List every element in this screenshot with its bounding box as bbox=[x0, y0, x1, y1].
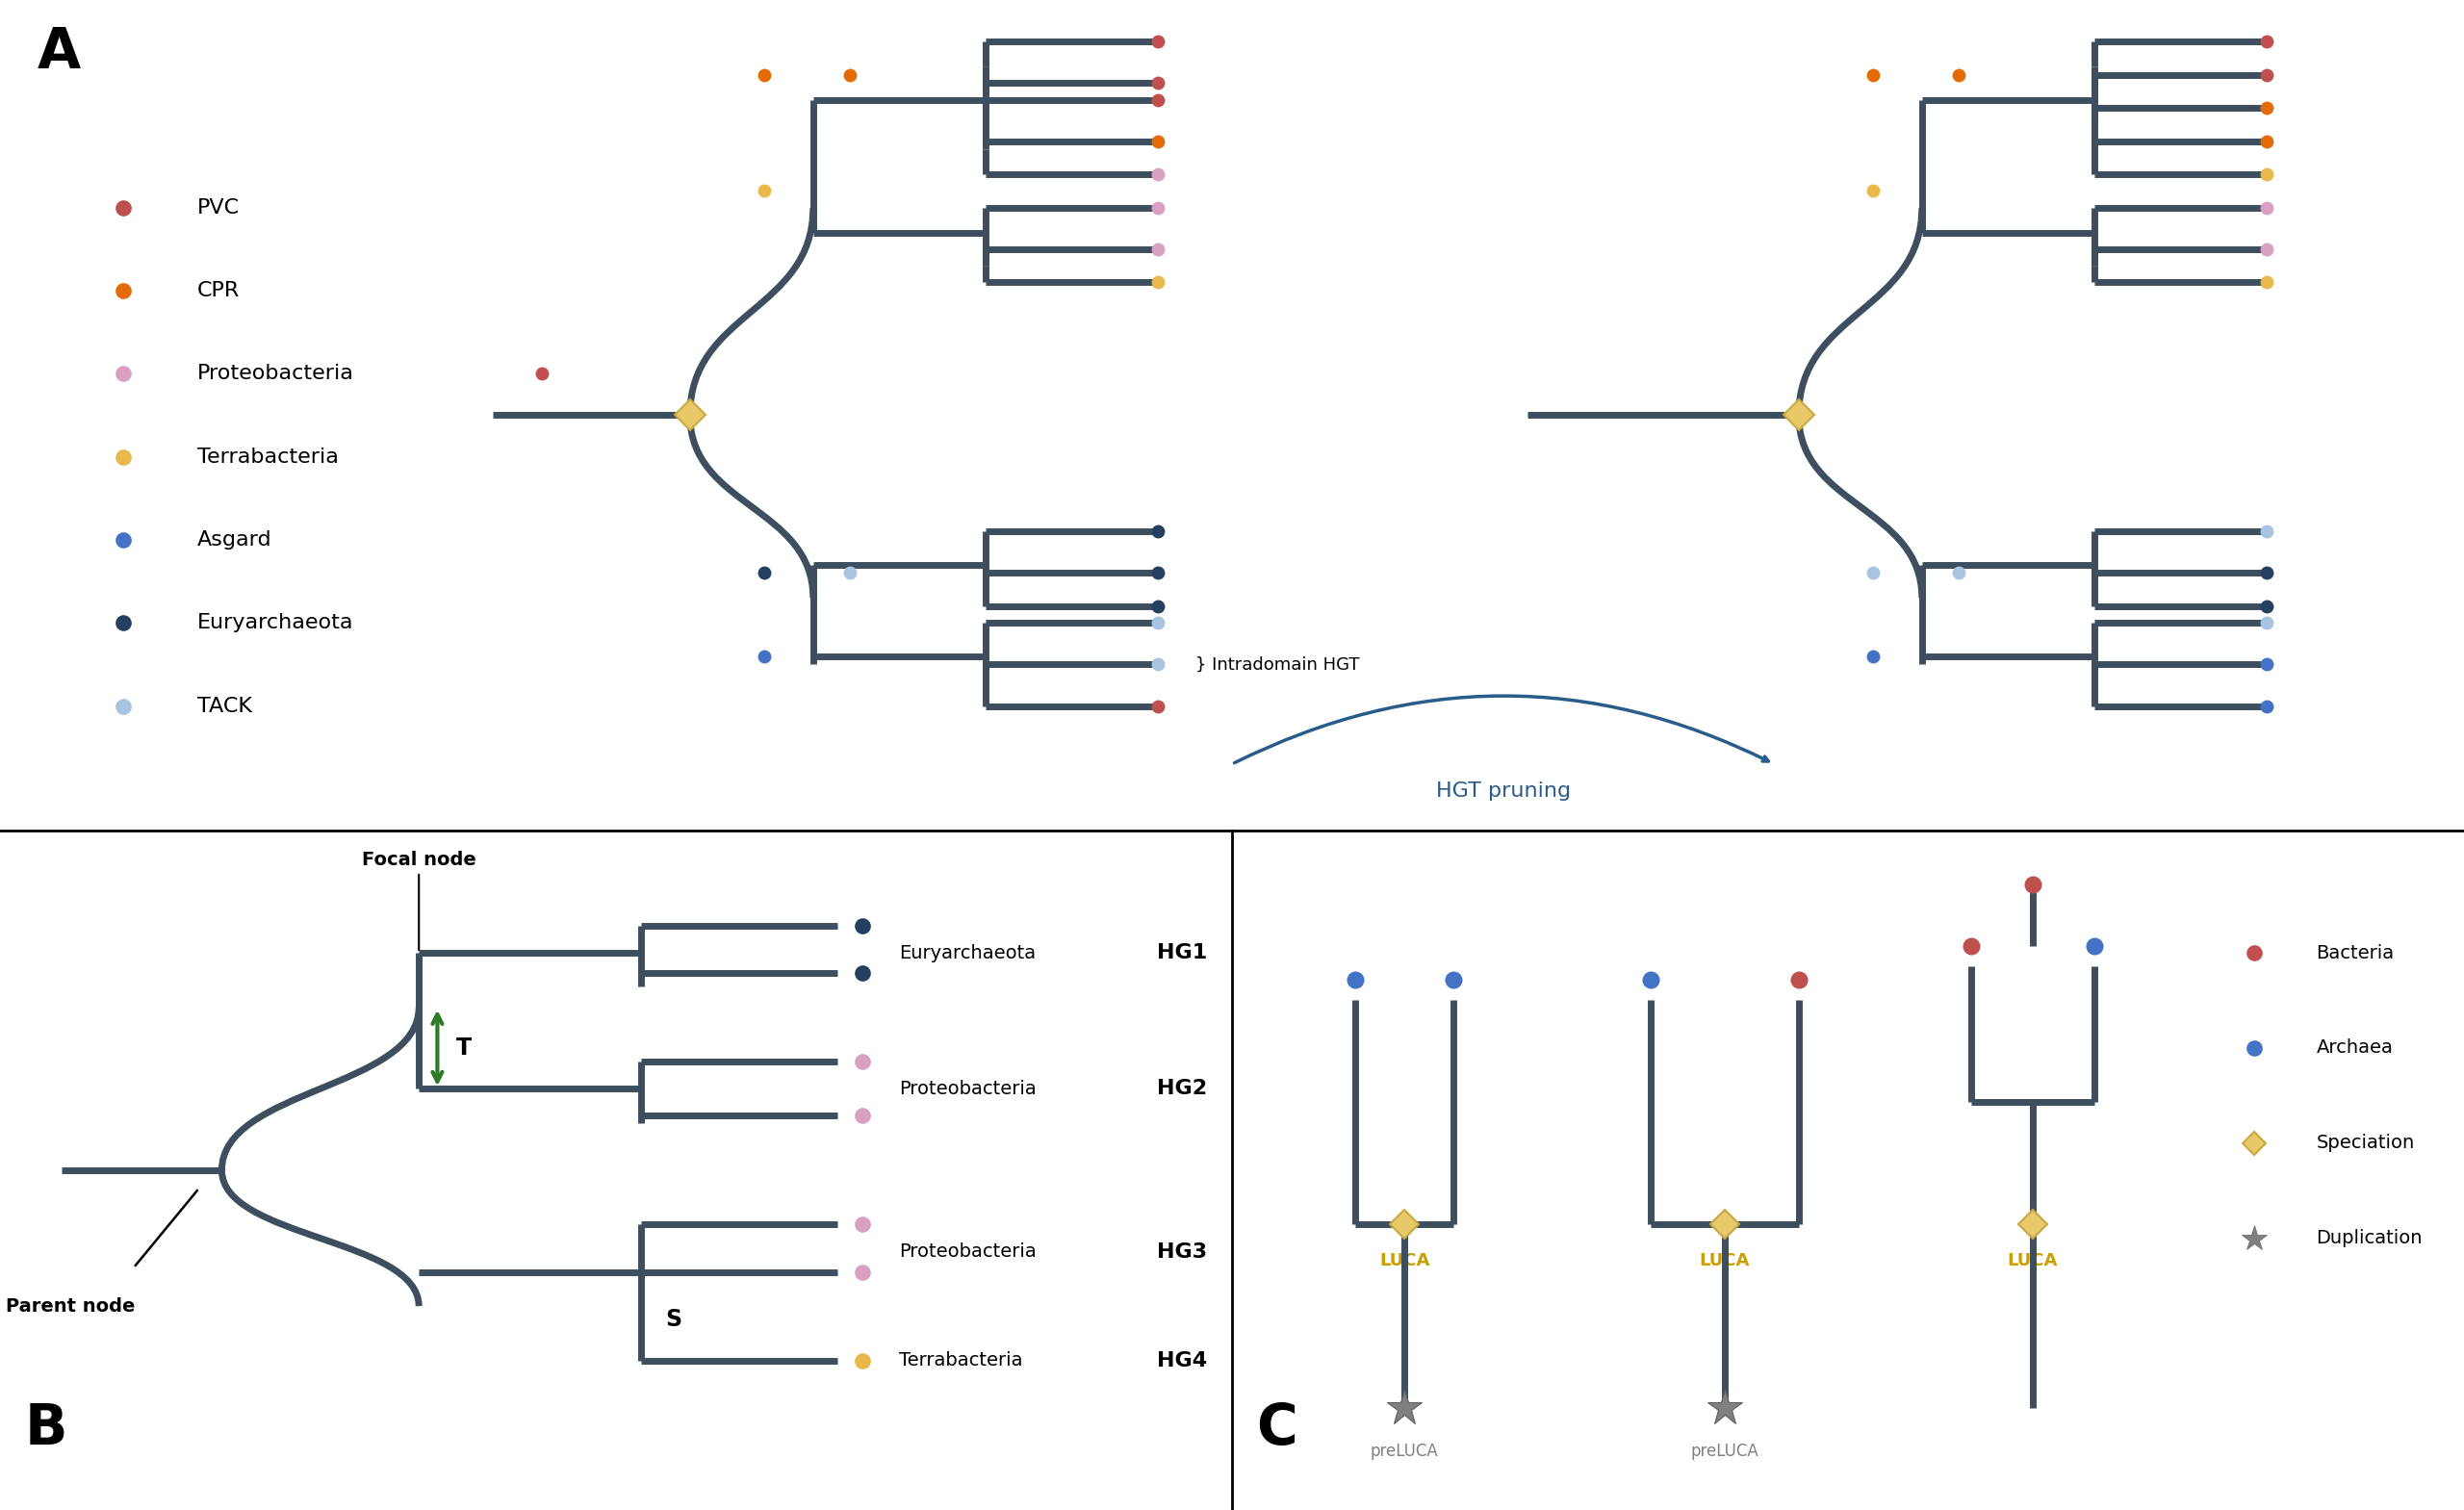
Text: Speciation: Speciation bbox=[2316, 1134, 2415, 1152]
Text: S: S bbox=[665, 1308, 683, 1332]
Text: LUCA: LUCA bbox=[1380, 1252, 1429, 1270]
Text: } Intradomain HGT: } Intradomain HGT bbox=[1195, 655, 1360, 673]
Text: Archaea: Archaea bbox=[2316, 1039, 2393, 1057]
Text: Euryarchaeota: Euryarchaeota bbox=[899, 944, 1037, 962]
Text: Parent node: Parent node bbox=[7, 1297, 136, 1315]
Text: Euryarchaeota: Euryarchaeota bbox=[197, 613, 352, 633]
Text: A: A bbox=[37, 26, 81, 80]
Text: PVC: PVC bbox=[197, 198, 239, 217]
Text: HG3: HG3 bbox=[1158, 1243, 1207, 1261]
Text: LUCA: LUCA bbox=[2008, 1252, 2057, 1270]
Text: CPR: CPR bbox=[197, 281, 239, 300]
Text: preLUCA: preLUCA bbox=[1370, 1442, 1439, 1460]
Text: Proteobacteria: Proteobacteria bbox=[899, 1080, 1037, 1098]
Text: LUCA: LUCA bbox=[1700, 1252, 1749, 1270]
Text: Duplication: Duplication bbox=[2316, 1229, 2422, 1247]
Text: HG2: HG2 bbox=[1158, 1080, 1207, 1098]
Text: Terrabacteria: Terrabacteria bbox=[197, 447, 338, 467]
Text: preLUCA: preLUCA bbox=[1690, 1442, 1759, 1460]
Text: HGT pruning: HGT pruning bbox=[1437, 782, 1570, 802]
Text: Proteobacteria: Proteobacteria bbox=[197, 364, 355, 384]
Text: B: B bbox=[25, 1401, 67, 1456]
Text: Terrabacteria: Terrabacteria bbox=[899, 1351, 1023, 1370]
Text: HG1: HG1 bbox=[1158, 944, 1207, 962]
Text: Asgard: Asgard bbox=[197, 530, 271, 550]
Text: Proteobacteria: Proteobacteria bbox=[899, 1243, 1037, 1261]
Text: T: T bbox=[456, 1036, 471, 1060]
Text: Focal node: Focal node bbox=[362, 850, 476, 950]
Text: C: C bbox=[1257, 1401, 1299, 1456]
Text: HG4: HG4 bbox=[1158, 1351, 1207, 1370]
Text: TACK: TACK bbox=[197, 696, 251, 716]
Text: Bacteria: Bacteria bbox=[2316, 944, 2395, 962]
